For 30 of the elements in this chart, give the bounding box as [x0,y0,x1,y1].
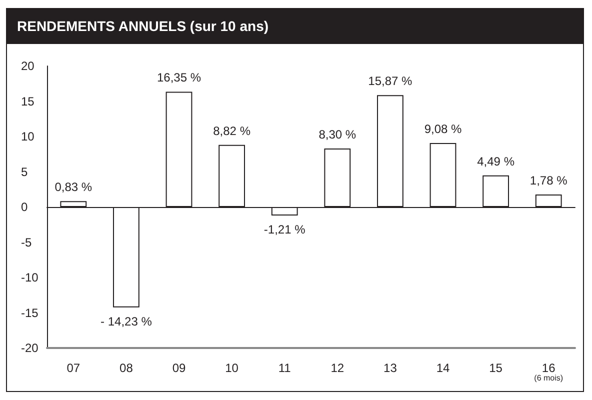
x-tick-label: 14 [436,361,450,375]
x-tick-label: 09 [172,361,186,375]
x-tick-label: 13 [384,361,398,375]
data-label: 9,08 % [424,122,462,136]
data-label: -1,21 % [264,222,306,237]
data-label: - 14,23 % [100,314,152,328]
y-tick-label: 0 [21,200,28,214]
y-tick-label: 15 [21,94,35,108]
y-tick-label: -20 [21,341,39,355]
y-tick-label: -10 [21,270,39,284]
chart-title: RENDEMENTS ANNUELS (sur 10 ans) [7,9,583,44]
x-tick-label: 11 [278,361,292,375]
data-label: 16,35 % [156,70,202,85]
data-label: 8,82 % [213,124,251,138]
y-tick-label: 10 [21,130,35,144]
y-tick-label: -5 [21,235,32,250]
data-label: 1,78 % [530,173,568,188]
x-tick-label: 12 [330,361,344,375]
x-tick-label: 07 [66,361,80,375]
y-tick-label: 20 [21,59,35,73]
x-tick-label: 08 [120,361,134,375]
data-label: 4,49 % [477,154,515,168]
x-tick-label: 16 (6 mois) [534,361,564,382]
x-tick-label: 10 [225,361,239,375]
x-tick-label: 15 [489,361,503,375]
y-tick-label: 5 [21,164,28,179]
y-tick-label: -15 [21,306,39,320]
data-label: 8,30 % [318,127,356,142]
data-label: 15,87 % [368,74,413,88]
data-label: 0,83 % [54,180,92,194]
